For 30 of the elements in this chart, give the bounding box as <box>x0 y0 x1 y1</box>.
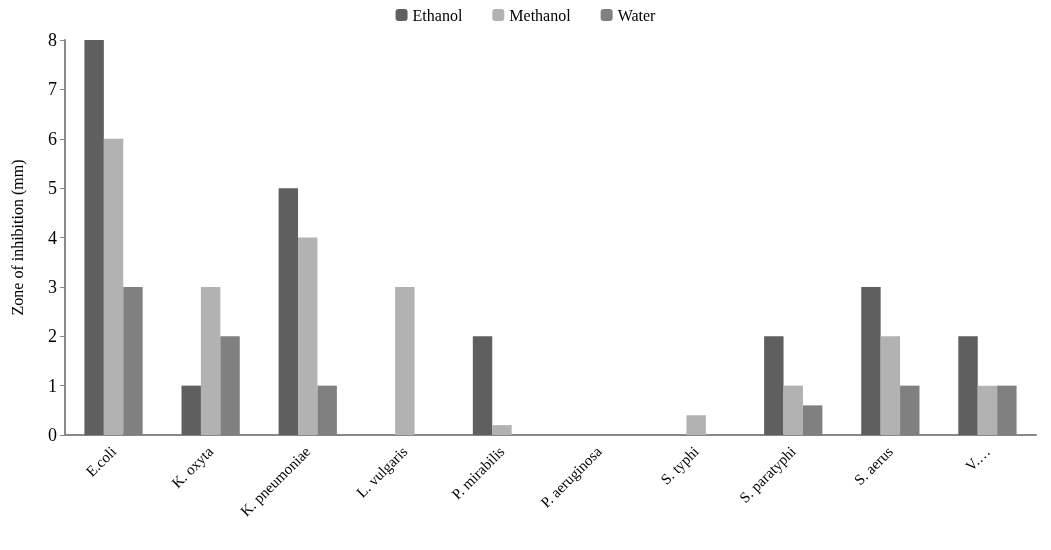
y-tick-label: 4 <box>48 227 57 248</box>
bar <box>278 188 299 435</box>
bar <box>472 336 493 435</box>
bar <box>861 286 881 435</box>
bar <box>298 237 318 435</box>
bar <box>958 336 978 435</box>
bar <box>103 138 124 435</box>
y-tick-label: 1 <box>48 375 57 396</box>
x-tick-label: V.… <box>962 443 994 475</box>
bar <box>395 286 415 435</box>
y-tick-label: 7 <box>48 79 57 100</box>
legend-label: Methanol <box>509 6 572 24</box>
bar <box>181 385 201 435</box>
y-tick-label: 5 <box>48 178 57 199</box>
y-tick-label: 8 <box>48 30 57 50</box>
bar <box>686 415 706 435</box>
y-axis-title: Zone of inhibition (mm) <box>8 159 27 316</box>
y-tick-label: 6 <box>48 128 57 149</box>
bar <box>880 336 901 435</box>
y-tick-label: 2 <box>48 326 57 347</box>
bar <box>84 40 104 435</box>
bar <box>977 385 998 435</box>
y-tick-label: 0 <box>48 425 57 445</box>
bar <box>492 425 512 435</box>
y-tick-label: 3 <box>48 276 57 297</box>
legend-label: Water <box>617 6 657 24</box>
legend-label: Ethanol <box>412 6 463 24</box>
bar <box>200 286 221 435</box>
bar <box>764 336 784 435</box>
bar <box>783 385 803 435</box>
